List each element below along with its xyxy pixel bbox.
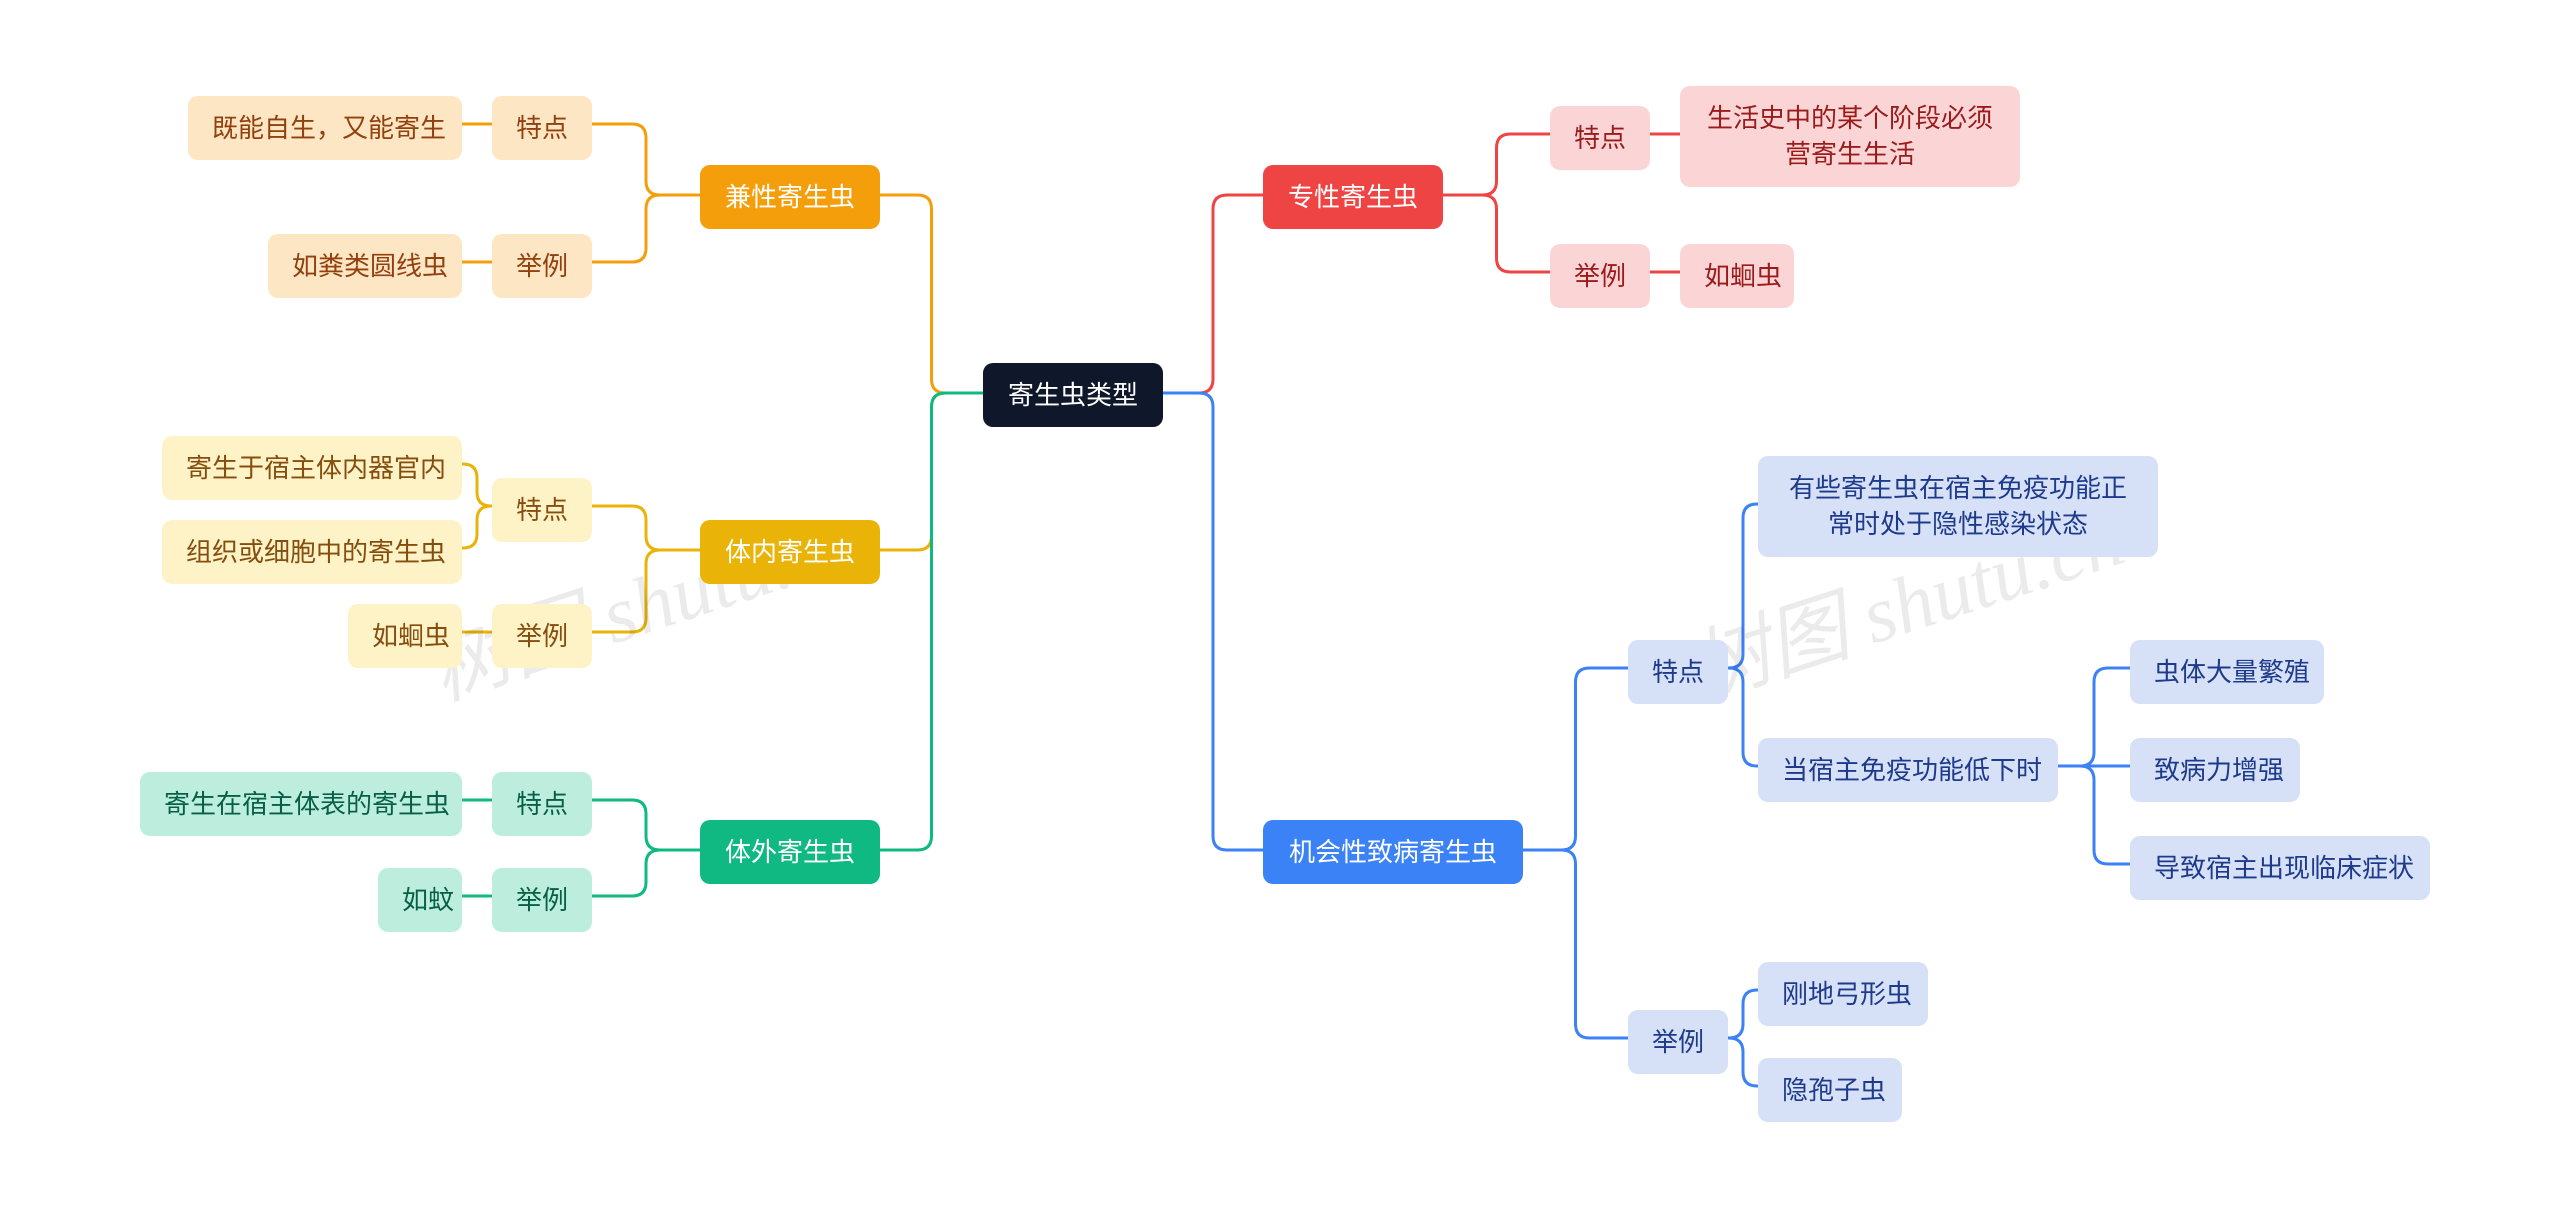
node-b5c2a: 刚地弓形虫: [1758, 962, 1928, 1026]
node-b5c1a: 有些寄生虫在宿主免疫功能正 常时处于隐性感染状态: [1758, 456, 2158, 557]
node-b3c1: 特点: [492, 772, 592, 836]
node-b5c1b3: 导致宿主出现临床症状: [2130, 836, 2430, 900]
node-b2c1: 特点: [492, 478, 592, 542]
node-b3c2: 举例: [492, 868, 592, 932]
branch-b1: 兼性寄生虫: [700, 165, 880, 229]
node-b4c1a: 生活史中的某个阶段必须 营寄生生活: [1680, 86, 2020, 187]
watermark-1: 树图 shutu.cn: [413, 473, 876, 722]
branch-b5: 机会性致病寄生虫: [1263, 820, 1523, 884]
branch-b4: 专性寄生虫: [1263, 165, 1443, 229]
node-b4c2a: 如蛔虫: [1680, 244, 1794, 308]
node-b2c1a: 寄生于宿主体内器官内: [162, 436, 462, 500]
node-b2c1b: 组织或细胞中的寄生虫: [162, 520, 462, 584]
branch-b2: 体内寄生虫: [700, 520, 880, 584]
node-b3c1a: 寄生在宿主体表的寄生虫: [140, 772, 462, 836]
node-b3c2a: 如蚊: [378, 868, 462, 932]
node-b1c1: 特点: [492, 96, 592, 160]
branch-b3: 体外寄生虫: [700, 820, 880, 884]
node-b5c1b: 当宿主免疫功能低下时: [1758, 738, 2058, 802]
node-b1c2a: 如粪类圆线虫: [268, 234, 462, 298]
node-b2c2: 举例: [492, 604, 592, 668]
node-b4c1: 特点: [1550, 106, 1650, 170]
node-b5c1b1: 虫体大量繁殖: [2130, 640, 2324, 704]
node-b1c2: 举例: [492, 234, 592, 298]
node-b5c1b2: 致病力增强: [2130, 738, 2300, 802]
node-b5c2b: 隐孢子虫: [1758, 1058, 1902, 1122]
node-b1c1a: 既能自生，又能寄生: [188, 96, 462, 160]
node-b4c2: 举例: [1550, 244, 1650, 308]
root-node: 寄生虫类型: [983, 363, 1163, 427]
node-b2c2a: 如蛔虫: [348, 604, 462, 668]
node-b5c1: 特点: [1628, 640, 1728, 704]
node-b5c2: 举例: [1628, 1010, 1728, 1074]
